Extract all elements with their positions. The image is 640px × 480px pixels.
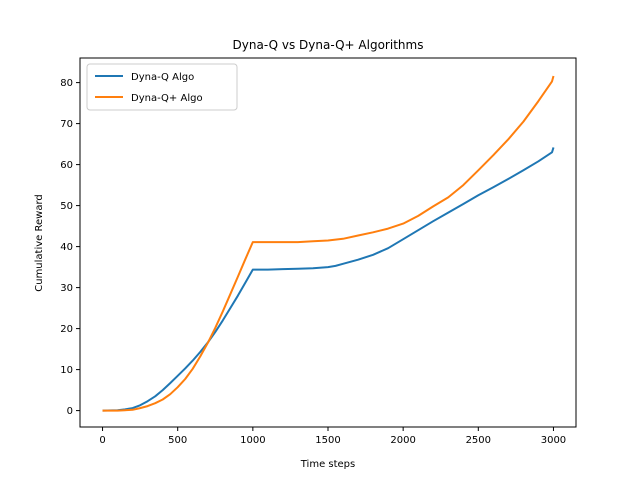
y-tick-label: 80 xyxy=(60,78,73,89)
x-tick-label: 3000 xyxy=(541,435,566,446)
y-tick-label: 40 xyxy=(60,242,73,253)
x-axis-label: Time steps xyxy=(300,459,356,470)
legend-box xyxy=(86,63,238,111)
x-tick-label: 2500 xyxy=(466,435,491,446)
series-line-dyna-q-plus xyxy=(102,75,555,412)
x-tick-label: 1000 xyxy=(240,435,265,446)
y-tick-label: 10 xyxy=(60,365,73,376)
legend-label-dyna-q-plus: Dyna-Q+ Algo xyxy=(131,93,203,104)
y-tick-label: 30 xyxy=(60,283,73,294)
y-tick-label: 50 xyxy=(60,201,73,212)
y-axis-label: Cumulative Reward xyxy=(34,194,45,292)
x-tick-label: 1500 xyxy=(315,435,340,446)
x-axis: 0 500 1000 1500 2000 2500 3000 xyxy=(99,427,566,446)
legend: Dyna-Q Algo Dyna-Q+ Algo xyxy=(86,63,238,111)
series-line-dyna-q xyxy=(102,147,555,412)
chart-title: Dyna-Q vs Dyna-Q+ Algorithms xyxy=(233,38,424,52)
plot-area xyxy=(102,75,555,412)
y-tick-label: 70 xyxy=(60,119,73,130)
y-tick-label: 60 xyxy=(60,160,73,171)
x-tick-label: 500 xyxy=(168,435,187,446)
x-tick-label: 0 xyxy=(99,435,105,446)
y-tick-label: 20 xyxy=(60,324,73,335)
x-tick-label: 2000 xyxy=(390,435,415,446)
legend-label-dyna-q: Dyna-Q Algo xyxy=(131,72,194,83)
y-axis: 0 10 20 30 40 50 60 70 80 xyxy=(60,78,80,417)
y-tick-label: 0 xyxy=(67,406,73,417)
